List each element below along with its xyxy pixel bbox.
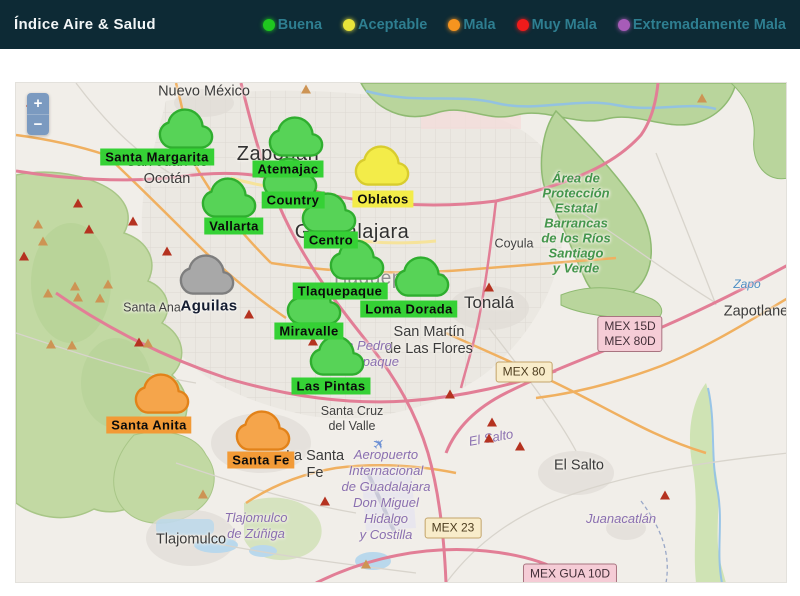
peak-poi-icon	[19, 251, 29, 261]
peak-poi-icon	[95, 293, 105, 303]
legend-dot-icon	[343, 18, 356, 31]
zoom-in-button[interactable]: +	[27, 93, 49, 114]
highway-badge: MEX 23	[424, 517, 482, 539]
peak-poi-icon	[134, 337, 144, 347]
peak-poi-icon	[103, 279, 113, 289]
zoom-out-button[interactable]: −	[27, 114, 49, 135]
peak-poi-icon	[484, 433, 494, 443]
legend-label: Mala	[463, 16, 496, 33]
station-cloud-marker-santa-fe[interactable]	[235, 409, 292, 457]
station-label-loma-dorada[interactable]: Loma Dorada	[360, 300, 458, 318]
peak-poi-icon	[73, 292, 83, 302]
map-place-label: Tonalá	[463, 293, 515, 312]
legend-item-buena: Buena	[262, 16, 323, 33]
map-place-label: Santa Cruz del Valle	[320, 404, 384, 433]
airport-icon: ✈	[368, 433, 390, 455]
station-label-santa-fe[interactable]: Santa Fe	[227, 451, 295, 469]
peak-poi-icon	[46, 339, 56, 349]
zoom-control: + −	[27, 93, 49, 135]
station-label-aguilas[interactable]: Aguilas	[180, 297, 238, 315]
map-place-label: Tlajomulco de Zúñiga	[224, 510, 288, 541]
station-cloud-marker-oblatos[interactable]	[354, 144, 411, 192]
peak-poi-icon	[162, 246, 172, 256]
legend-item-aceptable: Aceptable	[343, 17, 427, 33]
legend-label: Buena	[277, 16, 323, 33]
legend-label: Aceptable	[358, 16, 428, 33]
highway-badge: MEX GUA 10D	[522, 563, 618, 582]
peak-poi-icon	[301, 84, 311, 94]
peak-poi-icon	[445, 389, 455, 399]
station-cloud-marker-las-pintas[interactable]	[309, 334, 366, 382]
legend-dot-icon	[262, 18, 275, 31]
peak-poi-icon	[244, 309, 254, 319]
map-place-label: Nuevo México	[158, 83, 250, 100]
peak-poi-icon	[70, 281, 80, 291]
map-place-label: El Salto	[554, 457, 604, 474]
peak-poi-icon	[660, 490, 670, 500]
station-cloud-marker-santa-anita[interactable]	[134, 372, 191, 420]
station-label-santa-anita[interactable]: Santa Anita	[106, 416, 192, 434]
peak-poi-icon	[73, 198, 83, 208]
legend-item-muy-mala: Muy Mala	[516, 16, 597, 33]
highway-badge: MEX 15D MEX 80D	[597, 316, 663, 352]
peak-poi-icon	[697, 93, 707, 103]
legend-dot-icon	[617, 18, 630, 31]
peak-poi-icon	[33, 219, 43, 229]
station-label-tlaquepaque[interactable]: Tlaquepaque	[292, 282, 388, 300]
legend-item-mala: Mala	[448, 16, 496, 33]
map-place-label: Coyula	[494, 236, 534, 251]
peak-poi-icon	[67, 340, 77, 350]
peak-poi-icon	[43, 288, 53, 298]
station-label-miravalle[interactable]: Miravalle	[274, 322, 344, 340]
station-label-country[interactable]: Country	[261, 191, 325, 209]
map-place-label: Juanacatlán	[585, 511, 657, 526]
peak-poi-icon	[143, 338, 153, 348]
station-cloud-marker-aguilas[interactable]	[179, 253, 236, 301]
station-label-santa-margarita[interactable]: Santa Margarita	[100, 148, 214, 166]
map-place-label: Tlajomulco	[155, 531, 227, 548]
legend-label: Muy Mala	[531, 16, 597, 33]
station-label-oblatos[interactable]: Oblatos	[352, 190, 414, 208]
peak-poi-icon	[128, 216, 138, 226]
station-cloud-marker-loma-dorada[interactable]	[394, 255, 451, 303]
peak-poi-icon	[38, 236, 48, 246]
legend-dot-icon	[516, 18, 529, 31]
peak-poi-icon	[84, 224, 94, 234]
station-label-atemajac[interactable]: Atemajac	[252, 160, 324, 178]
legend-item-extremadamente-mala: Extremadamente Mala	[617, 16, 786, 33]
peak-poi-icon	[487, 417, 497, 427]
map-place-label: Zapotlane	[723, 303, 787, 320]
legend: Buena Aceptable Mala Muy Mala Extremadamente…	[262, 16, 786, 33]
map-overlay: + − Nuevo MéxicoZapopanSan Juan deOcotán…	[16, 83, 786, 582]
peak-poi-icon	[198, 489, 208, 499]
map-place-label: Aeropuerto Internacional de Guadalajara Don…	[341, 447, 431, 542]
station-label-las-pintas[interactable]: Las Pintas	[291, 377, 371, 395]
legend-label: Extremadamente Mala	[632, 16, 786, 33]
highway-badge: MEX 80	[495, 361, 553, 383]
page-title: Índice Aire & Salud	[14, 16, 156, 33]
map-place-label: San Martín de Las Flores	[385, 324, 473, 357]
map-place-label: Santa Ana	[123, 300, 181, 315]
station-label-vallarta[interactable]: Vallarta	[204, 217, 264, 235]
peak-poi-icon	[515, 441, 525, 451]
peak-poi-icon	[308, 336, 318, 346]
app-header: Índice Aire & Salud Buena Aceptable Mala Mu…	[0, 0, 800, 49]
map-place-label: Área de Protección Estatal Barrancas de los …	[541, 170, 611, 276]
peak-poi-icon	[484, 282, 494, 292]
air-quality-map[interactable]: + − Nuevo MéxicoZapopanSan Juan deOcotán…	[15, 82, 787, 583]
map-place-label: Zapo	[733, 277, 761, 291]
legend-dot-icon	[448, 18, 461, 31]
peak-poi-icon	[320, 496, 330, 506]
peak-poi-icon	[361, 559, 371, 569]
station-label-centro[interactable]: Centro	[303, 231, 359, 249]
